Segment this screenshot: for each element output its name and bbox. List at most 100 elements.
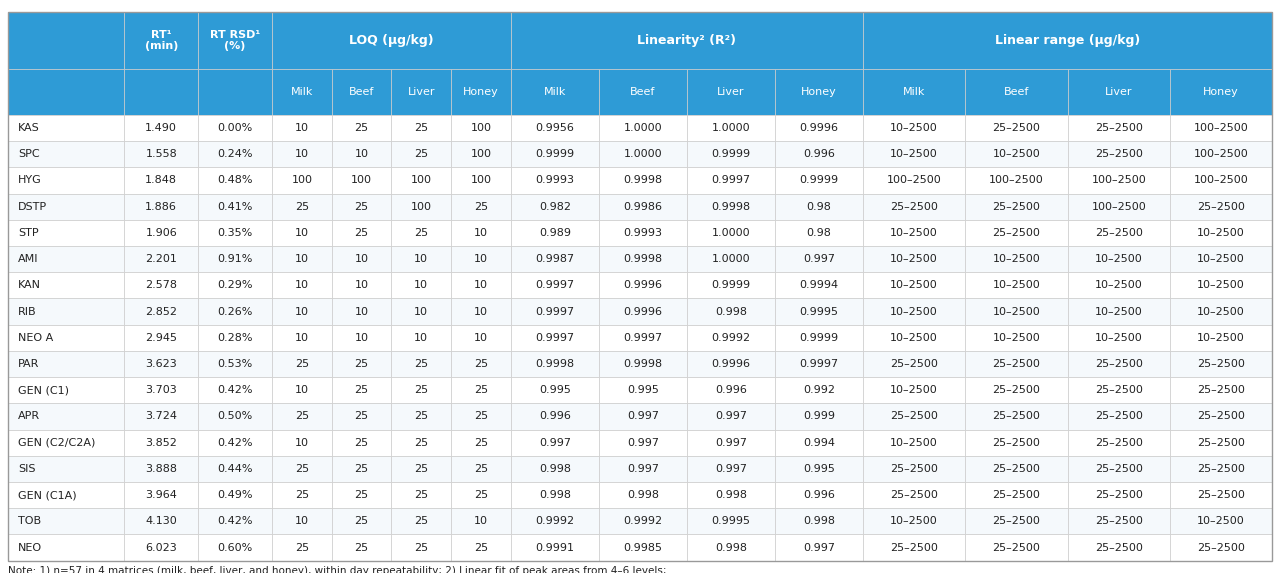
Text: 100: 100 xyxy=(411,202,431,211)
Bar xyxy=(1068,377,1170,403)
Text: 0.996: 0.996 xyxy=(539,411,571,421)
Bar xyxy=(687,403,774,430)
Bar xyxy=(124,535,198,560)
Bar xyxy=(774,299,863,325)
Text: 0.42%: 0.42% xyxy=(218,385,253,395)
Bar xyxy=(392,535,451,560)
Bar xyxy=(198,325,273,351)
Bar xyxy=(1068,167,1170,194)
Bar xyxy=(774,430,863,456)
Bar xyxy=(965,351,1068,377)
Bar xyxy=(965,456,1068,482)
Text: 25–2500: 25–2500 xyxy=(992,438,1041,448)
Bar xyxy=(863,220,965,246)
Bar xyxy=(273,167,332,194)
Bar xyxy=(124,430,198,456)
Bar xyxy=(332,194,392,220)
Text: 0.9995: 0.9995 xyxy=(712,516,750,526)
Text: Linearity² (R²): Linearity² (R²) xyxy=(637,34,736,47)
Bar xyxy=(8,508,124,535)
Text: 100: 100 xyxy=(351,175,372,186)
Bar xyxy=(511,325,599,351)
Bar xyxy=(965,482,1068,508)
Text: 2.945: 2.945 xyxy=(145,333,177,343)
Text: 25: 25 xyxy=(415,438,429,448)
Text: 0.994: 0.994 xyxy=(803,438,835,448)
Bar xyxy=(392,272,451,299)
Text: 0.995: 0.995 xyxy=(539,385,571,395)
Bar xyxy=(511,377,599,403)
Bar xyxy=(965,403,1068,430)
Text: 10: 10 xyxy=(355,254,369,264)
Text: 0.997: 0.997 xyxy=(627,411,659,421)
Text: 25–2500: 25–2500 xyxy=(1197,411,1245,421)
Bar xyxy=(8,430,124,456)
Text: 25: 25 xyxy=(415,359,429,369)
Text: 0.996: 0.996 xyxy=(803,149,835,159)
Bar xyxy=(124,167,198,194)
Text: 0.9996: 0.9996 xyxy=(623,307,662,316)
Bar xyxy=(599,167,687,194)
Text: 0.992: 0.992 xyxy=(803,385,835,395)
Text: 25: 25 xyxy=(355,411,369,421)
Text: 1.0000: 1.0000 xyxy=(712,123,750,133)
Text: 0.9956: 0.9956 xyxy=(535,123,575,133)
Bar xyxy=(392,115,451,141)
Bar xyxy=(1068,508,1170,535)
Bar xyxy=(273,535,332,560)
Text: Liver: Liver xyxy=(407,87,435,97)
Text: 25–2500: 25–2500 xyxy=(1094,359,1143,369)
Text: Honey: Honey xyxy=(801,87,837,97)
Bar xyxy=(687,115,774,141)
Text: 10–2500: 10–2500 xyxy=(1197,280,1245,291)
Text: 0.995: 0.995 xyxy=(627,385,659,395)
Bar xyxy=(774,69,863,115)
Text: 100: 100 xyxy=(292,175,312,186)
Text: 1.848: 1.848 xyxy=(145,175,177,186)
Text: 10: 10 xyxy=(355,280,369,291)
Text: 25–2500: 25–2500 xyxy=(992,411,1041,421)
Text: 3.703: 3.703 xyxy=(146,385,177,395)
Text: 25: 25 xyxy=(355,202,369,211)
Text: 0.9993: 0.9993 xyxy=(623,228,662,238)
Text: 25: 25 xyxy=(415,123,429,133)
Bar xyxy=(8,272,124,299)
Text: 25–2500: 25–2500 xyxy=(992,202,1041,211)
Text: 25–2500: 25–2500 xyxy=(891,464,938,474)
Text: 25–2500: 25–2500 xyxy=(1094,464,1143,474)
Bar xyxy=(451,482,511,508)
Text: 0.998: 0.998 xyxy=(539,464,571,474)
Bar xyxy=(124,115,198,141)
Text: 0.60%: 0.60% xyxy=(218,543,252,552)
Bar xyxy=(198,115,273,141)
Bar xyxy=(124,508,198,535)
Bar xyxy=(8,246,124,272)
Bar xyxy=(332,299,392,325)
Bar xyxy=(273,403,332,430)
Text: 25: 25 xyxy=(474,490,488,500)
Text: 0.9998: 0.9998 xyxy=(623,175,663,186)
Text: 100–2500: 100–2500 xyxy=(887,175,942,186)
Text: 10: 10 xyxy=(294,385,308,395)
Bar xyxy=(392,351,451,377)
Text: 25: 25 xyxy=(355,464,369,474)
Bar xyxy=(511,482,599,508)
Bar xyxy=(687,167,774,194)
Text: 10: 10 xyxy=(474,254,488,264)
Bar xyxy=(599,535,687,560)
Text: 25–2500: 25–2500 xyxy=(1094,438,1143,448)
Text: 0.995: 0.995 xyxy=(803,464,835,474)
Text: 25–2500: 25–2500 xyxy=(992,464,1041,474)
Text: 0.42%: 0.42% xyxy=(218,516,253,526)
Text: 3.888: 3.888 xyxy=(145,464,177,474)
Bar xyxy=(124,194,198,220)
Text: 25–2500: 25–2500 xyxy=(891,359,938,369)
Text: 25: 25 xyxy=(355,359,369,369)
Bar xyxy=(863,430,965,456)
Text: 10: 10 xyxy=(474,516,488,526)
Bar xyxy=(8,220,124,246)
Text: 25: 25 xyxy=(294,202,308,211)
Text: 0.982: 0.982 xyxy=(539,202,571,211)
Bar xyxy=(599,403,687,430)
Bar xyxy=(273,508,332,535)
